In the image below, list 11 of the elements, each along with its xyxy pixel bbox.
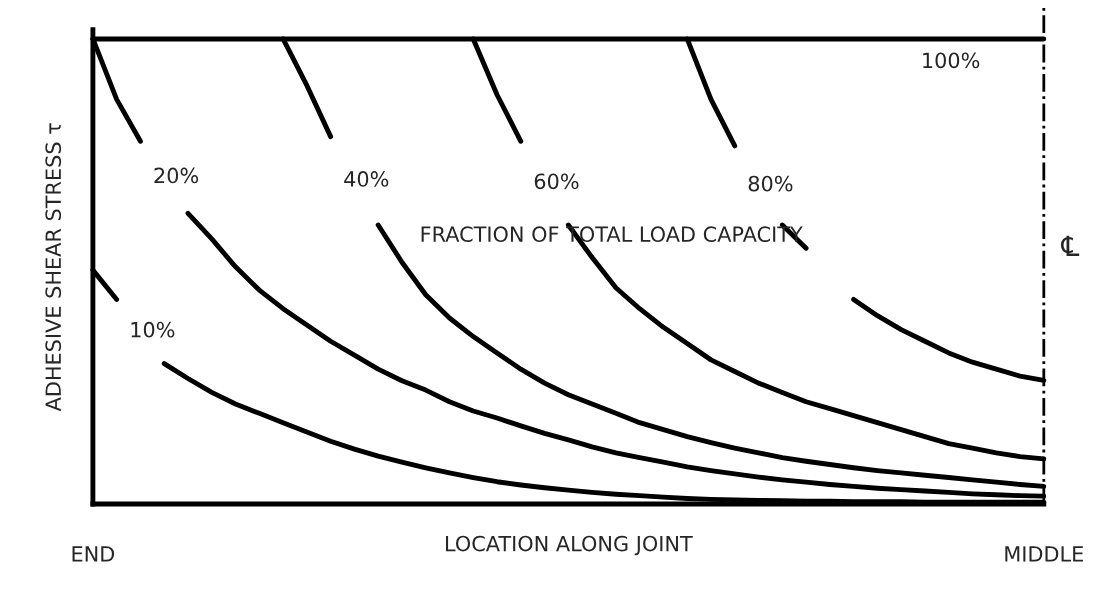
series-label: 10% — [131, 321, 175, 338]
x-tick-label: MIDDLE — [1005, 546, 1083, 562]
series-label: 100% — [923, 52, 980, 69]
series-label: 60% — [534, 173, 579, 190]
x-axis-title: LOCATION ALONG JOINT — [446, 535, 693, 556]
series-label: 20% — [154, 167, 199, 184]
series-label: 80% — [748, 175, 793, 192]
series-label: 40% — [344, 171, 389, 187]
y-axis-title: ADHESIVE SHEAR STRESS τ — [45, 123, 62, 412]
ref-line-label: ℄ — [1060, 235, 1080, 256]
x-tick-label: END — [72, 546, 115, 562]
